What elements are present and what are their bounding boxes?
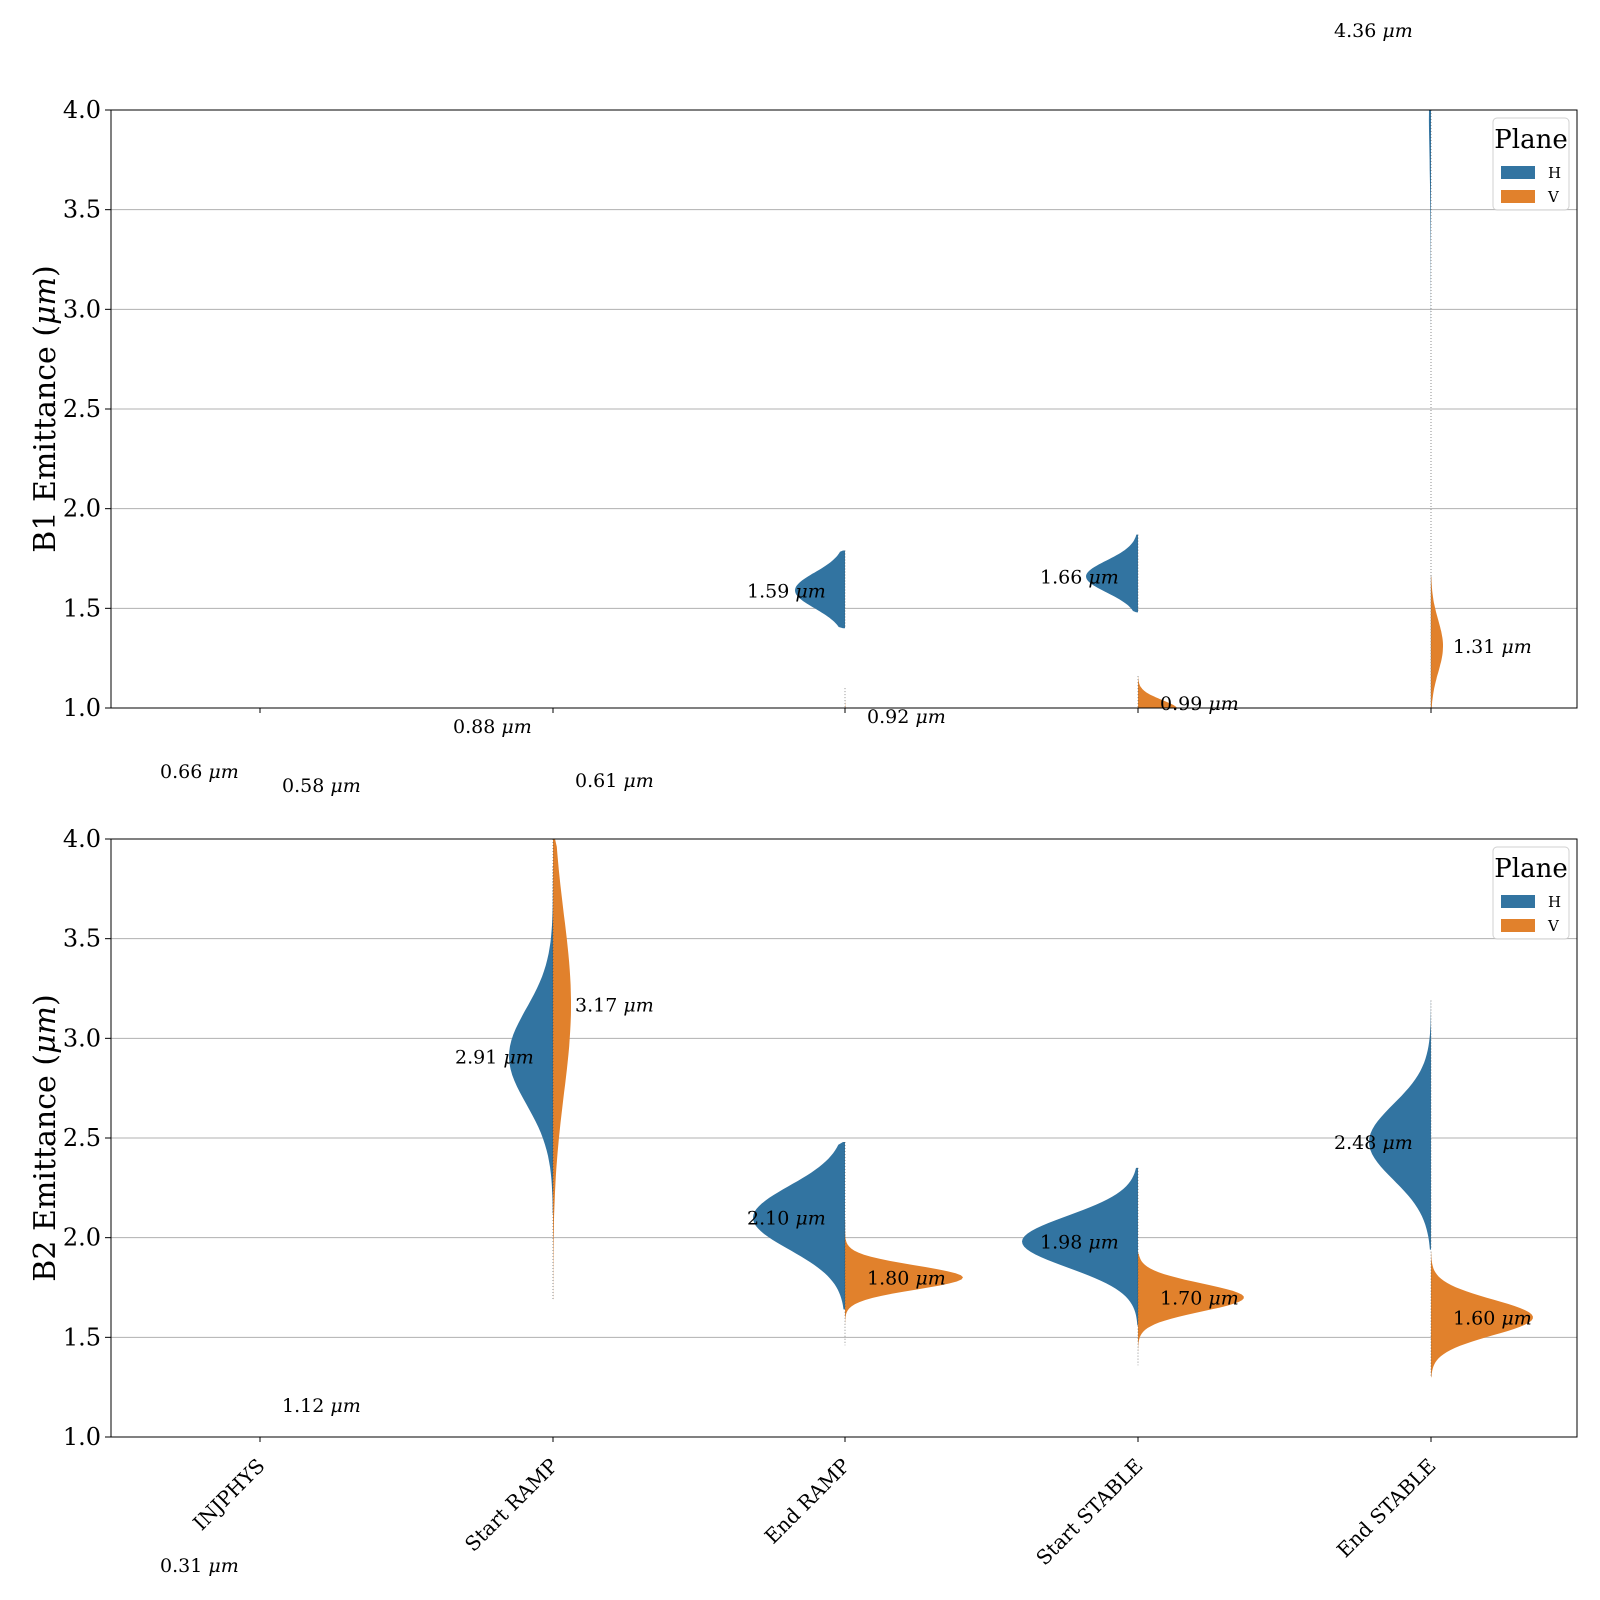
x-tick-label: End RAMP	[760, 1454, 855, 1549]
y-tick-label: 3.0	[63, 295, 101, 323]
legend-box	[1492, 846, 1570, 940]
violin-v	[845, 688, 846, 708]
median-label-v: 1.80 μm	[867, 1268, 946, 1290]
y-axis-label: B2 Emittance (μm)	[28, 994, 63, 1281]
y-tick-label: 2.5	[63, 395, 101, 423]
y-tick-label: 2.0	[63, 495, 101, 523]
median-label-v: 1.31 μm	[1453, 636, 1532, 658]
median-label-v: 1.12 μm	[282, 1395, 361, 1417]
median-label-v: 0.99 μm	[1160, 693, 1239, 715]
legend-label-h: H	[1548, 164, 1561, 182]
x-tick-label: Start STABLE	[1031, 1454, 1147, 1570]
violins	[509, 839, 1533, 1378]
legend-title: Plane	[1494, 854, 1567, 884]
x-tick-label: INJPHYS	[188, 1454, 269, 1535]
violin-h	[1369, 1000, 1431, 1250]
legend: Plane HV	[1492, 846, 1570, 940]
y-tick-label: 3.0	[63, 1024, 101, 1052]
violins	[795, 110, 1443, 708]
median-label-v: 0.92 μm	[867, 706, 946, 728]
violin-v	[1431, 1251, 1533, 1378]
y-axis-label: B1 Emittance (μm)	[28, 265, 63, 552]
median-label-h: 2.48 μm	[1334, 1132, 1413, 1154]
median-label-v: 1.60 μm	[1453, 1307, 1532, 1329]
median-label-h: 0.66 μm	[160, 761, 239, 783]
x-tick-label: Start RAMP	[460, 1454, 563, 1557]
median-label-v: 3.17 μm	[575, 994, 654, 1016]
panel-1: 1.0 1.5 2.0 2.5 3.0 3.5 4.0 B1 Emittance (μm) 0.…	[28, 20, 1578, 797]
median-label-v: 0.58 μm	[282, 775, 361, 797]
legend: Plane HV	[1492, 117, 1570, 211]
violin-v	[1138, 676, 1177, 708]
y-tick-label: 3.5	[63, 925, 101, 953]
violin-h	[509, 866, 553, 1214]
y-tick-label: 1.5	[63, 594, 101, 622]
median-label-h: 0.88 μm	[453, 716, 532, 738]
median-label-h: 1.98 μm	[1040, 1232, 1119, 1254]
y-tick-label: 3.5	[63, 196, 101, 224]
legend-swatch-v	[1501, 190, 1535, 203]
legend-label-v: V	[1547, 917, 1560, 935]
violin-v	[553, 839, 571, 1300]
median-label-h: 2.10 μm	[747, 1208, 826, 1230]
legend-swatch-h	[1501, 895, 1535, 908]
y-tick-label: 1.5	[63, 1323, 101, 1351]
median-label-h: 2.91 μm	[455, 1046, 534, 1068]
violin-h	[1428, 110, 1431, 708]
median-label-h: 0.31 μm	[160, 1555, 239, 1577]
legend-swatch-v	[1501, 919, 1535, 932]
median-label-v: 1.70 μm	[1160, 1287, 1239, 1309]
median-label-v: 0.61 μm	[575, 770, 654, 792]
y-tick-label: 1.0	[63, 694, 101, 722]
y-tick-label: 2.0	[63, 1224, 101, 1252]
legend-label-v: V	[1547, 188, 1560, 206]
legend-swatch-h	[1501, 166, 1535, 179]
violin-h	[795, 550, 845, 629]
legend-label-h: H	[1548, 893, 1561, 911]
x-tick-label: End STABLE	[1332, 1454, 1441, 1563]
y-tick-label: 2.5	[63, 1124, 101, 1152]
axes-frame	[110, 109, 1578, 709]
violin-h	[1022, 1167, 1138, 1326]
legend-box	[1492, 117, 1570, 211]
median-label-h: 4.36 μm	[1334, 20, 1413, 42]
violin-h	[1086, 534, 1138, 613]
axes-frame	[110, 838, 1578, 1438]
violin-v	[1431, 576, 1443, 708]
y-tick-label: 4.0	[63, 96, 101, 124]
y-tick-label: 4.0	[63, 825, 101, 853]
violin-v	[845, 1221, 963, 1346]
panel-2: 1.0 1.5 2.0 2.5 3.0 3.5 4.0 INJPHYS Start RAMP En…	[28, 825, 1578, 1577]
violin-h	[753, 1141, 845, 1310]
y-tick-label: 1.0	[63, 1423, 101, 1451]
median-label-h: 1.66 μm	[1040, 566, 1119, 588]
legend-title: Plane	[1494, 125, 1567, 155]
violin-v	[1138, 1253, 1244, 1366]
median-label-h: 1.59 μm	[747, 580, 826, 602]
